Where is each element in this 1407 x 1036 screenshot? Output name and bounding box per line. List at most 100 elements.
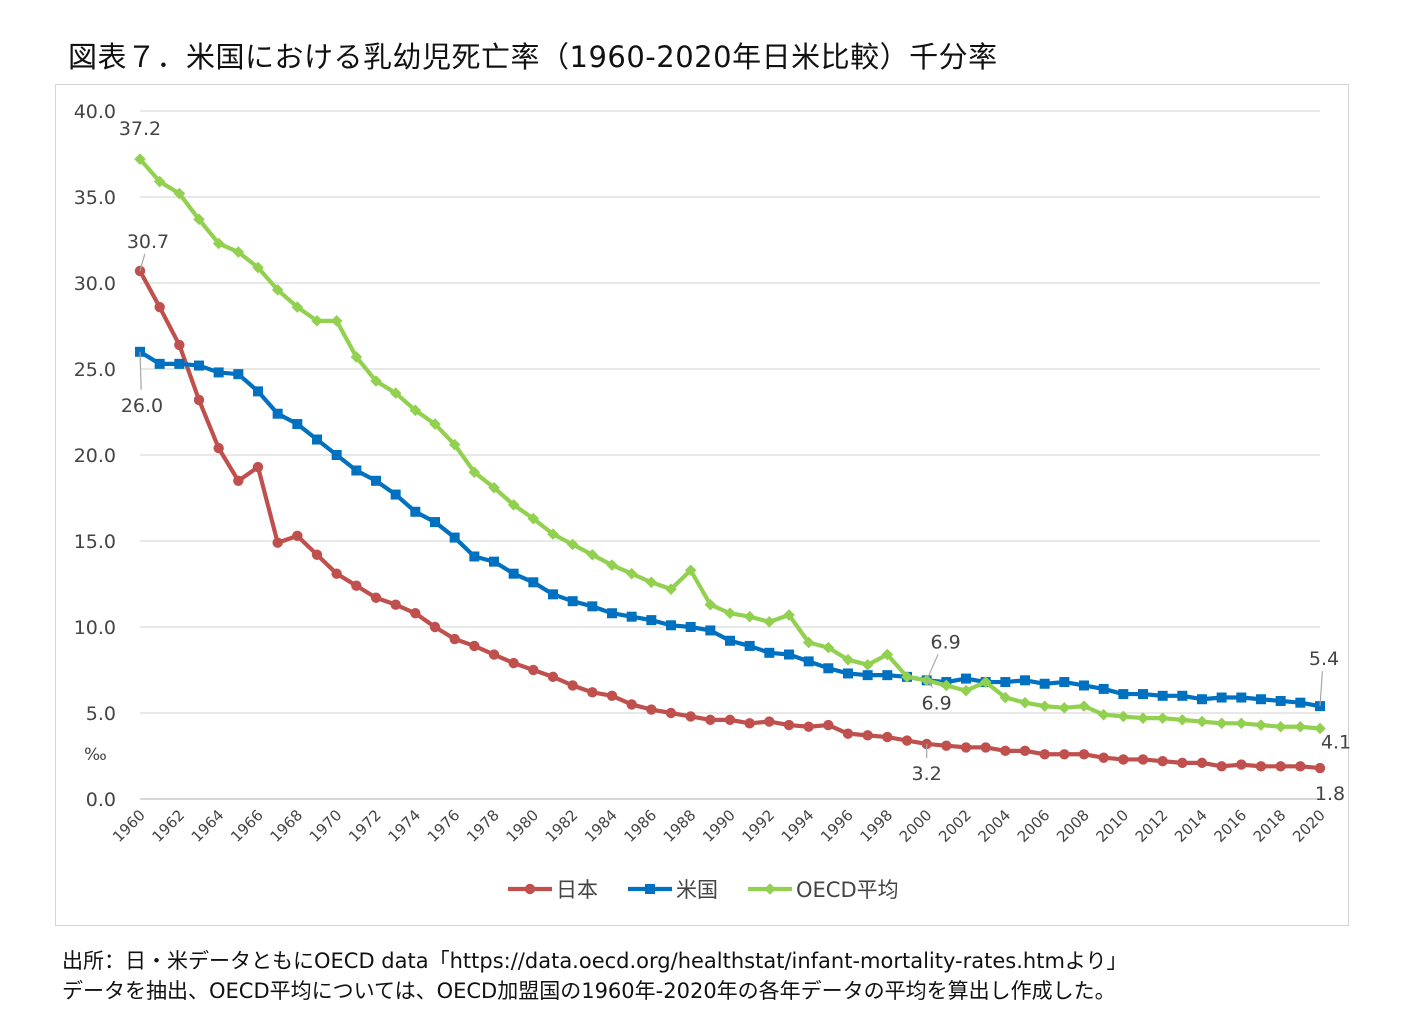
data-point [1039,678,1050,689]
x-tick-label: 1964 [188,806,228,846]
x-tick-label: 1994 [778,806,818,846]
legend-marker [524,883,536,895]
data-point [803,656,814,667]
data-point [1078,749,1090,760]
x-tick-label: 2002 [935,806,975,846]
x-tick-label: 1960 [109,806,149,846]
data-point [1156,712,1169,724]
data-point [213,442,224,454]
data-point [1157,755,1168,767]
data-point [901,735,913,746]
data-point [547,671,559,683]
data-point [410,506,421,517]
y-tick-label: 20.0 [74,445,116,467]
legend-marker [764,883,776,895]
data-point [725,635,735,646]
source-note-line-2: データを抽出、OECD平均については、OECD加盟国の1960年-2020年の各… [62,979,1116,1003]
data-point [744,640,755,651]
data-point [272,408,283,419]
data-point [783,609,795,621]
data-point [587,687,598,698]
data-point [390,489,401,500]
data-point [1117,710,1130,723]
data-point [233,475,244,486]
data-point [980,742,991,753]
data-point [665,583,677,595]
data-point [390,599,401,610]
data-point [1000,677,1011,688]
legend-item: 日本 [508,878,598,902]
data-point [861,659,874,671]
x-tick-label: 2014 [1171,806,1211,846]
data-point [429,621,441,633]
data-point [488,481,500,494]
data-point [292,530,303,542]
x-tick-label: 2006 [1014,806,1054,846]
x-tick-label: 1980 [502,806,542,846]
x-tick-label: 2018 [1250,806,1290,846]
data-point [311,315,323,327]
data-point [1098,683,1109,694]
data-point [665,707,677,719]
data-label: 4.1 [1321,731,1351,753]
chart-frame [55,84,1349,926]
data-point [1294,720,1307,733]
y-unit-label: ‰ [84,745,107,765]
x-tick-label: 1978 [463,806,503,846]
data-point [429,418,441,430]
data-point [212,237,225,250]
data-point [1097,708,1110,721]
data-point [410,608,421,619]
label-leader [139,253,146,272]
data-point [646,615,657,626]
x-tick-label: 1966 [227,806,267,846]
data-point [822,641,835,654]
label-leader [1319,671,1323,707]
data-point [1255,761,1267,772]
data-point [999,691,1012,704]
y-tick-label: 0.0 [86,789,116,811]
data-point [705,714,716,726]
data-point [586,548,599,561]
data-point [784,649,794,660]
legend-label: OECD平均 [796,878,899,902]
data-label: 6.9 [931,631,961,653]
legend-item: 米国 [628,878,718,902]
data-point [1039,749,1050,760]
data-point [370,375,382,387]
grid-lines [140,110,1320,800]
data-point [606,690,618,701]
x-tick-label: 2010 [1092,806,1132,846]
data-point [763,616,776,628]
data-point [1137,712,1149,724]
data-point [1177,690,1188,701]
data-point [960,742,972,753]
data-point [449,633,460,645]
data-point [823,719,834,731]
data-point [331,450,342,460]
data-label: 30.7 [127,231,169,253]
data-point [1215,717,1228,730]
data-point [843,668,853,679]
data-point [724,714,736,726]
data-point [606,559,618,571]
data-point [1196,757,1208,769]
data-point [1295,697,1306,708]
x-tick-label: 1984 [581,806,621,846]
data-point [134,153,146,165]
legend-marker [645,884,655,894]
data-point [842,653,854,666]
data-point [331,568,342,579]
data-point [1118,689,1129,700]
y-axis-ticks: 0.0 5.0 10.0 15.0 20.0 25.0 30.0 35.0 40.0 [74,101,116,811]
x-tick-label: 2008 [1053,806,1093,846]
data-point [253,386,263,397]
data-point [941,740,952,751]
data-point [272,537,283,548]
data-point [448,438,461,451]
data-point [1196,715,1208,728]
data-label: 5.4 [1309,648,1339,670]
data-label: 6.9 [922,692,952,714]
data-point [507,499,520,511]
